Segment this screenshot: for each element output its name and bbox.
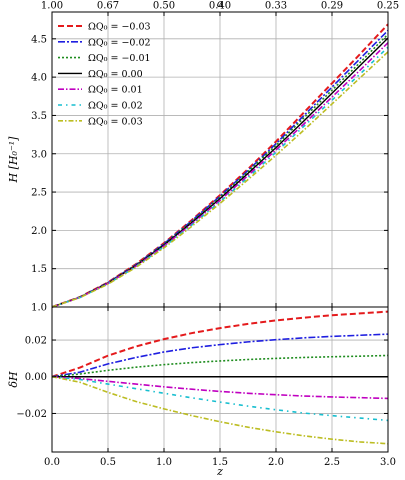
top-axis-title: a xyxy=(217,0,224,10)
series-line xyxy=(51,51,389,308)
top-tick-label: 0.33 xyxy=(265,1,287,12)
y-tick-label: 0.00 xyxy=(25,372,47,383)
top-tick-label: 0.50 xyxy=(153,1,175,12)
series-line xyxy=(51,46,389,308)
series-line xyxy=(51,310,389,378)
y-tick-label: 4.0 xyxy=(31,73,47,84)
x-tick-label: 0.0 xyxy=(44,457,60,468)
legend: ΩQ₀ = −0.03 ΩQ₀ = −0.02 ΩQ₀ = −0.01 ΩQ₀ = 0… xyxy=(58,22,151,127)
top-tick-label: 0.40 xyxy=(209,1,231,12)
legend-label: ΩQ₀ = 0.00 xyxy=(88,69,143,80)
y-tick-label: 1.5 xyxy=(31,264,47,275)
y-tick-label: 3.0 xyxy=(31,149,47,160)
series-line xyxy=(51,354,389,378)
series-line xyxy=(51,375,389,422)
x-tick-label: 2.0 xyxy=(268,457,284,468)
series-line xyxy=(51,23,389,308)
y-axis-title: H [H₀⁻¹] xyxy=(7,136,20,184)
x-tick-label: 2.5 xyxy=(324,457,340,468)
series-line xyxy=(51,333,389,378)
top-tick-label: 1.00 xyxy=(41,1,63,12)
y-axis-title-delta: δH xyxy=(7,371,20,388)
legend-label: ΩQ₀ = 0.02 xyxy=(88,101,143,112)
x-tick-label: 1.5 xyxy=(212,457,228,468)
series-line xyxy=(51,375,389,400)
legend-label: ΩQ₀ = −0.03 xyxy=(88,22,151,33)
legend-label: ΩQ₀ = 0.03 xyxy=(88,116,143,127)
legend-label: ΩQ₀ = 0.01 xyxy=(88,85,143,96)
top-panel-h-of-z: 1.0 1.5 2.0 2.5 3.0 3.5 4.0 4.5 1.00 0.67 0.50 0.40… xyxy=(7,0,399,314)
bottom-panel-delta-h: 0.02 0.00 −0.02 0.0 0.5 1.0 1.5 2.0 2.5 3.0 z δH xyxy=(7,306,396,478)
y-tick-label: 2.5 xyxy=(31,188,47,199)
x-tick-label: 0.5 xyxy=(100,457,116,468)
series-line xyxy=(51,375,389,445)
y-tick-label: 1.0 xyxy=(31,303,47,314)
x-axis-title: z xyxy=(216,465,223,478)
top-tick-label: 0.67 xyxy=(97,1,119,12)
legend-label: ΩQ₀ = −0.02 xyxy=(88,37,151,48)
y-tick-label: 0.02 xyxy=(25,336,47,347)
x-tick-label: 3.0 xyxy=(380,457,396,468)
top-tick-label: 0.29 xyxy=(321,1,343,12)
y-tick-label: −0.02 xyxy=(16,409,47,420)
y-tick-label: 2.0 xyxy=(31,226,47,237)
y-tick-label: 3.5 xyxy=(31,111,47,122)
y-tick-label: 4.5 xyxy=(31,34,47,45)
x-tick-label: 1.0 xyxy=(156,457,172,468)
top-tick-label: 0.25 xyxy=(377,1,399,12)
legend-label: ΩQ₀ = −0.01 xyxy=(88,53,151,64)
